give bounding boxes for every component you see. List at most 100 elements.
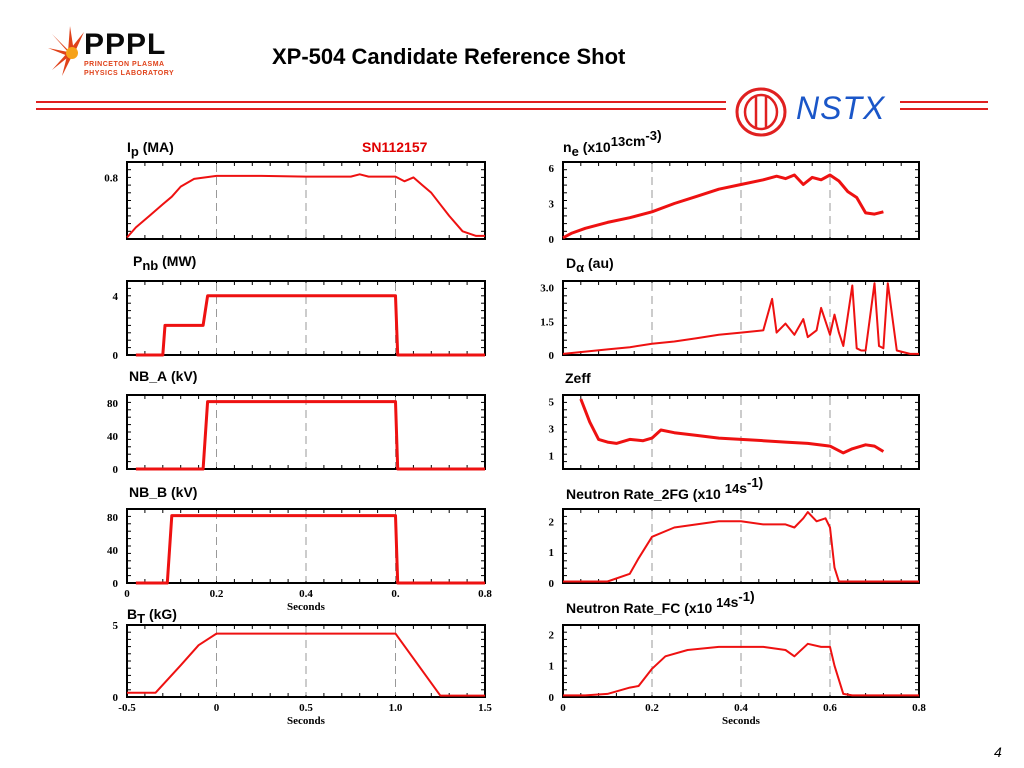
y-tick-label: 40 bbox=[107, 431, 119, 443]
y-tick-label: 1.5 bbox=[540, 316, 554, 328]
series-line-bt bbox=[127, 632, 485, 697]
nstx-logo-text: NSTX bbox=[796, 90, 886, 126]
y-tick-label: 80 bbox=[107, 398, 119, 410]
x-tick-label: 0.2 bbox=[210, 588, 224, 600]
series-line-da bbox=[562, 282, 919, 355]
x-tick-label: 0 bbox=[214, 702, 220, 714]
label-subscript: e bbox=[572, 144, 579, 159]
series-line-ne bbox=[562, 173, 884, 240]
series-line-zeff bbox=[579, 398, 885, 455]
x-tick-label: 0.6 bbox=[823, 702, 837, 714]
nstx-emblem-icon bbox=[735, 87, 787, 137]
y-tick-label: 2 bbox=[549, 516, 555, 528]
label-subscript: nb bbox=[142, 258, 158, 273]
series-line-nfc bbox=[563, 642, 919, 697]
shot-number: SN112157 bbox=[362, 139, 428, 155]
chart-da: 0 1.5 3.0 Dα (au) bbox=[540, 255, 920, 362]
label-main: n bbox=[563, 139, 572, 155]
plot-frame bbox=[562, 161, 920, 240]
x-tick-label: 0 bbox=[560, 702, 566, 714]
panel-label-ip: Ip (MA) bbox=[127, 139, 174, 159]
label-superscript2: -1 bbox=[747, 475, 759, 490]
chart-n2fg: 0 1 2 Neutron Rate_2FG (x10 14s-1) bbox=[549, 474, 920, 590]
label-superscript: 13 bbox=[611, 134, 625, 149]
chart-zeff: 1 3 5 Zeff bbox=[549, 370, 920, 470]
y-tick-label: 2 bbox=[549, 629, 555, 641]
y-tick-label: 5 bbox=[113, 620, 119, 632]
label-main: D bbox=[566, 255, 576, 271]
plot-frame bbox=[126, 161, 486, 240]
slide-title: XP-504 Candidate Reference Shot bbox=[272, 44, 626, 69]
panel-label-bt: BT (kG) bbox=[127, 606, 177, 626]
label-main: NB_A bbox=[129, 368, 167, 384]
x-tick-label: 0 bbox=[124, 588, 130, 600]
panel-label-nfc: Neutron Rate_FC (x10 14s-1) bbox=[566, 588, 755, 616]
chart-ip: 0.8 Ip (MA) bbox=[104, 139, 486, 240]
chart-nba: 0 40 80 NB_A (kV) bbox=[107, 368, 486, 476]
x-tick-label: 0.8 bbox=[478, 588, 492, 600]
label-main: NB_B bbox=[129, 484, 167, 500]
label-main: Zeff bbox=[565, 370, 591, 386]
chart-pnb: 0 4 Pnb (MW) bbox=[113, 253, 486, 362]
series-line-nba bbox=[135, 400, 485, 471]
label-superscript2: -1 bbox=[738, 589, 750, 604]
label-end: ) bbox=[657, 127, 662, 143]
plot-frame bbox=[126, 280, 486, 356]
panel-label-nbb: NB_B (kV) bbox=[129, 484, 197, 500]
x-axis-label: Seconds bbox=[722, 715, 761, 727]
y-tick-label: 0 bbox=[549, 234, 555, 246]
y-tick-label: 0.8 bbox=[104, 172, 118, 184]
chart-nbb: 0 40 80 0 0.2 0.4 0. 0.8 Seconds NB_B (kV) bbox=[107, 484, 492, 613]
label-unit: (MW) bbox=[162, 253, 196, 269]
label-main: B bbox=[127, 606, 137, 622]
panel-label-ne: ne (x1013cm-3) bbox=[563, 127, 662, 159]
x-tick-label: -0.5 bbox=[118, 702, 136, 714]
plot-frame bbox=[562, 508, 920, 584]
chart-nfc: 0 1 2 0 0.2 0.4 0.6 0.8 Seconds Neutron Rate_FC (… bbox=[549, 588, 927, 727]
y-tick-label: 3 bbox=[549, 424, 555, 436]
y-tick-label: 0 bbox=[549, 692, 555, 704]
x-tick-label: 0.5 bbox=[299, 702, 313, 714]
page-number: 4 bbox=[994, 744, 1002, 760]
label-main: Neutron Rate_FC (x10 bbox=[566, 600, 712, 616]
label-end: ) bbox=[750, 588, 755, 604]
y-tick-label: 6 bbox=[549, 163, 555, 175]
pppl-logo: PPPL PRINCETON PLASMA PHYSICS LABORATORY bbox=[48, 26, 174, 78]
pppl-logo-subtitle-1: PRINCETON PLASMA bbox=[84, 61, 165, 68]
label-main: I bbox=[127, 139, 131, 155]
y-tick-label: 0 bbox=[113, 464, 119, 476]
chart-ne: 0 3 6 ne (x1013cm-3) bbox=[549, 127, 920, 246]
pppl-logo-subtitle-2: PHYSICS LABORATORY bbox=[84, 70, 175, 77]
header-rule bbox=[36, 101, 988, 110]
x-tick-label: 1.0 bbox=[389, 702, 403, 714]
label-unit2: s bbox=[739, 480, 747, 496]
y-tick-label: 0 bbox=[113, 578, 119, 590]
label-subscript: T bbox=[137, 611, 145, 626]
plot-frame bbox=[126, 508, 486, 584]
y-tick-label: 0 bbox=[113, 692, 119, 704]
x-tick-label: 0.4 bbox=[734, 702, 748, 714]
y-tick-label: 0 bbox=[113, 350, 119, 362]
label-unit: (au) bbox=[588, 255, 614, 271]
y-tick-label: 3 bbox=[549, 198, 555, 210]
plot-frame bbox=[126, 394, 486, 470]
label-superscript2: -3 bbox=[645, 128, 657, 143]
x-tick-label: 0. bbox=[391, 588, 400, 600]
panel-label-n2fg: Neutron Rate_2FG (x10 14s-1) bbox=[566, 474, 763, 502]
panel-label-da: Dα (au) bbox=[566, 255, 614, 275]
label-subscript: α bbox=[576, 260, 584, 275]
label-main: P bbox=[133, 253, 142, 269]
series-line-n2fg bbox=[563, 511, 919, 583]
pppl-logo-text: PPPL bbox=[84, 28, 167, 61]
x-tick-label: 0.4 bbox=[299, 588, 313, 600]
y-tick-label: 1 bbox=[549, 451, 555, 463]
panel-label-zeff: Zeff bbox=[565, 370, 595, 386]
label-unit: (kV) bbox=[171, 484, 197, 500]
y-tick-label: 4 bbox=[113, 291, 119, 303]
x-axis-label: Seconds bbox=[287, 601, 326, 613]
series-line-pnb bbox=[135, 294, 485, 357]
y-tick-label: 40 bbox=[107, 545, 119, 557]
